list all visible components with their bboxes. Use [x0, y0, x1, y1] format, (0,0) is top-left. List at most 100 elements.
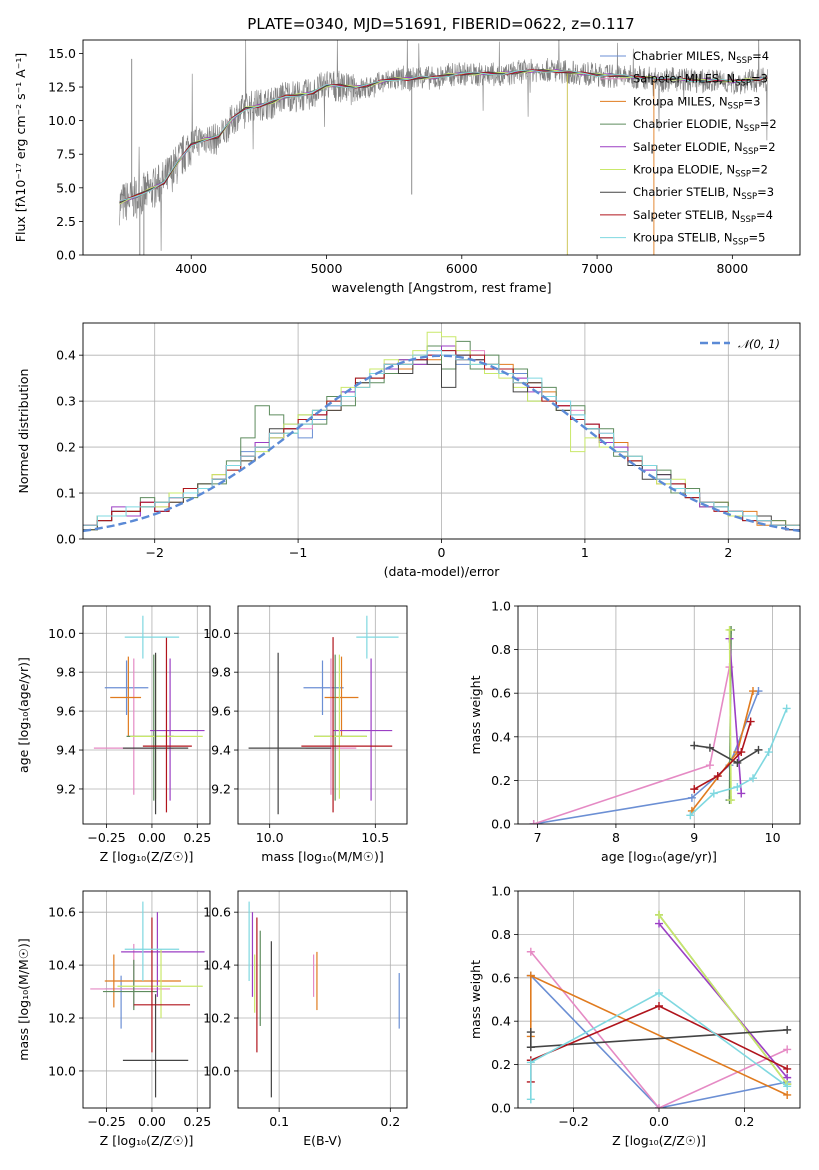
weight-marker	[754, 745, 763, 754]
y-tick-label: 0.0	[491, 1101, 511, 1116]
weight-marker	[783, 1025, 792, 1034]
y-tick-label: 10.2	[48, 1011, 76, 1026]
legend-label-sub: SSP	[733, 238, 749, 248]
weight-marker	[709, 789, 718, 798]
weight-marker	[655, 919, 663, 928]
weight-marker	[783, 1090, 792, 1099]
x-axis-label: age [log₁₀(age/yr)]	[601, 849, 717, 864]
legend-label-suffix: =2	[751, 163, 768, 177]
weight-line-1	[530, 951, 788, 1108]
y-tick-label: 5.0	[56, 180, 76, 195]
x-axis-label: E(B-V)	[303, 1133, 342, 1148]
x-tick-label: 9	[690, 830, 698, 845]
legend-label-sub: SSP	[740, 215, 756, 225]
y-tick-label: 10.6	[203, 905, 231, 920]
weight-line-6	[694, 744, 759, 764]
plot-area	[526, 910, 792, 1108]
weight-marker	[705, 761, 714, 770]
errorbar-point-7	[133, 917, 191, 1053]
chart-title: PLATE=0340, MJD=51691, FIBERID=0622, z=0…	[247, 15, 634, 33]
panel-0: 4000 5000 6000 7000 8000 0.0 2.5 5.0 7.5 10.0 12.5…	[13, 15, 801, 295]
y-axis-label: mass [log₁₀(M/M☉)]	[16, 938, 31, 1060]
gaussian-curve	[83, 354, 800, 533]
y-tick-label: 9.6	[211, 704, 231, 719]
plot-area	[248, 901, 400, 1098]
weight-line-4	[728, 638, 743, 794]
x-tick-label: 0.1	[269, 1114, 289, 1129]
y-tick-label: 12.5	[48, 80, 76, 95]
weight-marker	[526, 1028, 535, 1037]
errorbar-point-5	[117, 949, 203, 1019]
legend-label-sub: SSP	[744, 124, 760, 134]
weight-marker	[764, 748, 773, 757]
legend-label-suffix: =5	[748, 231, 765, 245]
y-tick-label: 0.0	[56, 532, 76, 547]
weight-marker	[782, 704, 791, 713]
y-tick-label: 0.8	[491, 927, 511, 942]
y-tick-label: 10.0	[48, 1063, 76, 1078]
legend-label: Chabrier STELIB, NSSP=3	[633, 185, 774, 202]
legend-label-suffix: =3	[743, 94, 760, 108]
y-tick-label: 0.2	[491, 1057, 511, 1072]
x-axis-label: Z [log₁₀(Z/Z☉)]	[612, 1133, 706, 1148]
plot-area	[248, 615, 399, 815]
legend-label-main: Chabrier ELODIE, N	[633, 117, 744, 131]
x-tick-label: −1	[289, 545, 307, 560]
legend-label-suffix: =3	[757, 185, 774, 199]
y-tick-label: 0.6	[491, 686, 511, 701]
y-tick-label: 0.2	[491, 773, 511, 788]
panel-7: −0.2 0.0 0.2 0.0 0.2 0.4 0.6 0.8 1.0 Z [log₁₀(Z/Z…	[468, 884, 801, 1148]
model-spectrum-7	[119, 68, 768, 202]
y-tick-label: 10.6	[48, 905, 76, 920]
axes-frame	[82, 322, 801, 540]
x-tick-label: 0.00	[138, 830, 166, 845]
legend-label-main: Salpeter STELIB, N	[633, 208, 740, 222]
weight-line-0	[533, 690, 760, 824]
x-tick-label: 7000	[581, 261, 613, 276]
x-tick-label: 0.2	[380, 1114, 400, 1129]
errorbar-point-1	[90, 943, 171, 1008]
legend-label: 𝒩(0, 1)	[738, 337, 780, 351]
weight-marker	[655, 910, 663, 919]
weight-marker	[526, 1095, 535, 1104]
errorbar-point-1	[93, 658, 174, 795]
errorbar-point-2	[324, 656, 359, 737]
legend-label-suffix: =4	[756, 208, 773, 222]
weight-marker	[737, 748, 746, 757]
y-tick-label: 0.6	[491, 970, 511, 985]
plot-area	[83, 331, 800, 533]
legend-label-main: Chabrier MILES, N	[633, 49, 736, 63]
y-tick-label: 9.4	[56, 743, 76, 758]
x-tick-label: 1	[581, 545, 589, 560]
weight-marker	[690, 785, 699, 794]
weight-marker	[749, 687, 757, 696]
legend-label-sub: SSP	[741, 192, 757, 202]
weight-line-5	[728, 629, 732, 801]
legend-label-suffix: =4	[752, 49, 769, 63]
errorbar-point-8	[124, 615, 180, 659]
weight-marker	[737, 789, 746, 798]
x-tick-label: 10.5	[361, 830, 389, 845]
weight-marker	[686, 811, 695, 820]
weight-line-7	[693, 721, 752, 790]
legend-label: Salpeter MILES, NSSP=3	[633, 72, 768, 89]
weight-line-5	[658, 914, 788, 1085]
y-tick-label: 10.0	[48, 626, 76, 641]
x-axis-label: mass [log₁₀(M/M☉)]	[261, 849, 383, 864]
weight-marker	[783, 1045, 792, 1054]
model-spectrum-5	[119, 68, 768, 205]
errorbar-point-6	[122, 994, 189, 1098]
x-tick-label: 0.25	[183, 1114, 211, 1129]
weight-line-8	[529, 992, 788, 1100]
x-axis-label: Z [log₁₀(Z/Z☉)]	[100, 1133, 194, 1148]
y-tick-label: 9.6	[56, 704, 76, 719]
y-tick-label: 9.4	[211, 743, 231, 758]
legend-label-main: Chabrier STELIB, N	[633, 185, 741, 199]
errorbar-point-1	[305, 658, 357, 795]
y-axis-label: Flux [fλ10⁻¹⁷ erg cm⁻² s⁻¹ A⁻¹]	[13, 53, 28, 242]
weight-marker	[655, 988, 663, 997]
y-tick-label: 9.2	[56, 781, 76, 796]
legend-label: Chabrier MILES, NSSP=4	[633, 49, 769, 66]
errorbar-point-6	[122, 652, 189, 815]
y-tick-label: 0.1	[56, 486, 76, 501]
